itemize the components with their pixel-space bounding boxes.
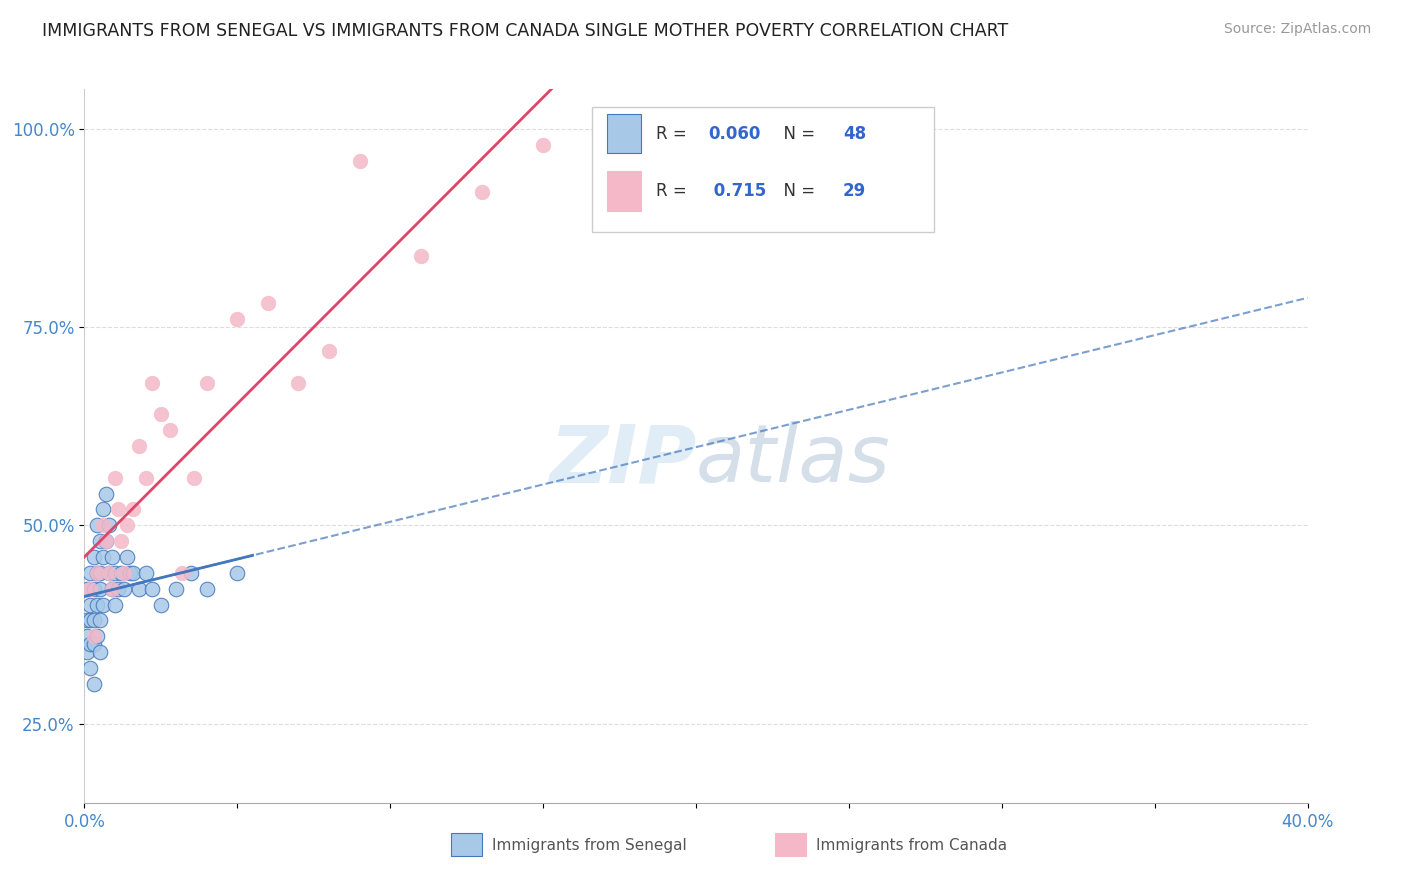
Point [91, 598, 114, 612]
Point [110, 534, 132, 549]
Point [97, 518, 120, 533]
Point [91, 502, 114, 516]
Point [89, 582, 111, 596]
Point [97, 566, 120, 580]
Point [128, 439, 150, 453]
Text: atlas: atlas [696, 421, 891, 500]
Point [172, 566, 194, 580]
Point [76, 645, 98, 659]
Point [86, 629, 108, 643]
Point [94, 534, 117, 549]
Point [135, 566, 157, 580]
Point [79, 614, 101, 628]
Point [79, 637, 101, 651]
Point [83, 677, 105, 691]
Point [94, 486, 117, 500]
Point [165, 582, 187, 596]
Point [79, 566, 101, 580]
Point [97, 566, 120, 580]
Point [115, 518, 138, 533]
Text: 0.060: 0.060 [709, 125, 761, 143]
Point [83, 637, 105, 651]
Point [76, 582, 98, 596]
Point [104, 471, 127, 485]
Point [104, 598, 127, 612]
Point [149, 598, 172, 612]
Point [159, 423, 181, 437]
Point [104, 566, 127, 580]
Point [89, 614, 111, 628]
Point [409, 249, 432, 263]
Text: R =: R = [655, 125, 692, 143]
Point [86, 518, 108, 533]
Text: 29: 29 [842, 182, 866, 200]
Point [226, 566, 249, 580]
Point [195, 582, 218, 596]
Text: Source: ZipAtlas.com: Source: ZipAtlas.com [1223, 22, 1371, 37]
Point [79, 582, 101, 596]
Point [141, 376, 163, 390]
Point [122, 566, 145, 580]
Bar [451, 833, 482, 856]
Point [135, 471, 157, 485]
Point [471, 186, 494, 200]
Point [257, 296, 280, 310]
Point [76, 614, 98, 628]
Point [112, 582, 135, 596]
Point [91, 518, 114, 533]
Bar [606, 114, 641, 153]
Text: 0.715: 0.715 [709, 182, 766, 200]
Point [83, 582, 105, 596]
Text: ZIP: ZIP [548, 421, 696, 500]
Point [318, 343, 340, 358]
Point [101, 582, 124, 596]
Text: Immigrants from Senegal: Immigrants from Senegal [492, 838, 686, 853]
Point [531, 137, 554, 152]
Point [83, 614, 105, 628]
Point [76, 629, 98, 643]
Point [226, 312, 249, 326]
Text: N =: N = [773, 125, 821, 143]
Point [349, 153, 371, 168]
Point [91, 549, 114, 564]
Point [110, 566, 132, 580]
Point [79, 598, 101, 612]
Point [94, 534, 117, 549]
Bar [592, 107, 935, 232]
Point [101, 549, 124, 564]
Point [89, 566, 111, 580]
Point [101, 582, 124, 596]
Point [112, 566, 135, 580]
Point [107, 502, 129, 516]
Bar [606, 171, 641, 211]
Point [128, 582, 150, 596]
Point [180, 566, 202, 580]
Point [141, 582, 163, 596]
Point [107, 582, 129, 596]
Point [195, 376, 218, 390]
Point [149, 407, 172, 421]
Point [83, 549, 105, 564]
Point [86, 566, 108, 580]
Text: N =: N = [773, 182, 821, 200]
Point [287, 376, 309, 390]
Point [83, 629, 105, 643]
Point [120, 566, 142, 580]
Text: R =: R = [655, 182, 692, 200]
Point [86, 566, 108, 580]
Point [79, 661, 101, 675]
Point [183, 471, 205, 485]
Point [89, 645, 111, 659]
Point [86, 598, 108, 612]
Text: 48: 48 [842, 125, 866, 143]
Point [89, 534, 111, 549]
Point [122, 502, 145, 516]
Bar [776, 833, 806, 856]
Text: Immigrants from Canada: Immigrants from Canada [815, 838, 1007, 853]
Text: IMMIGRANTS FROM SENEGAL VS IMMIGRANTS FROM CANADA SINGLE MOTHER POVERTY CORRELAT: IMMIGRANTS FROM SENEGAL VS IMMIGRANTS FR… [42, 22, 1008, 40]
Point [115, 549, 138, 564]
